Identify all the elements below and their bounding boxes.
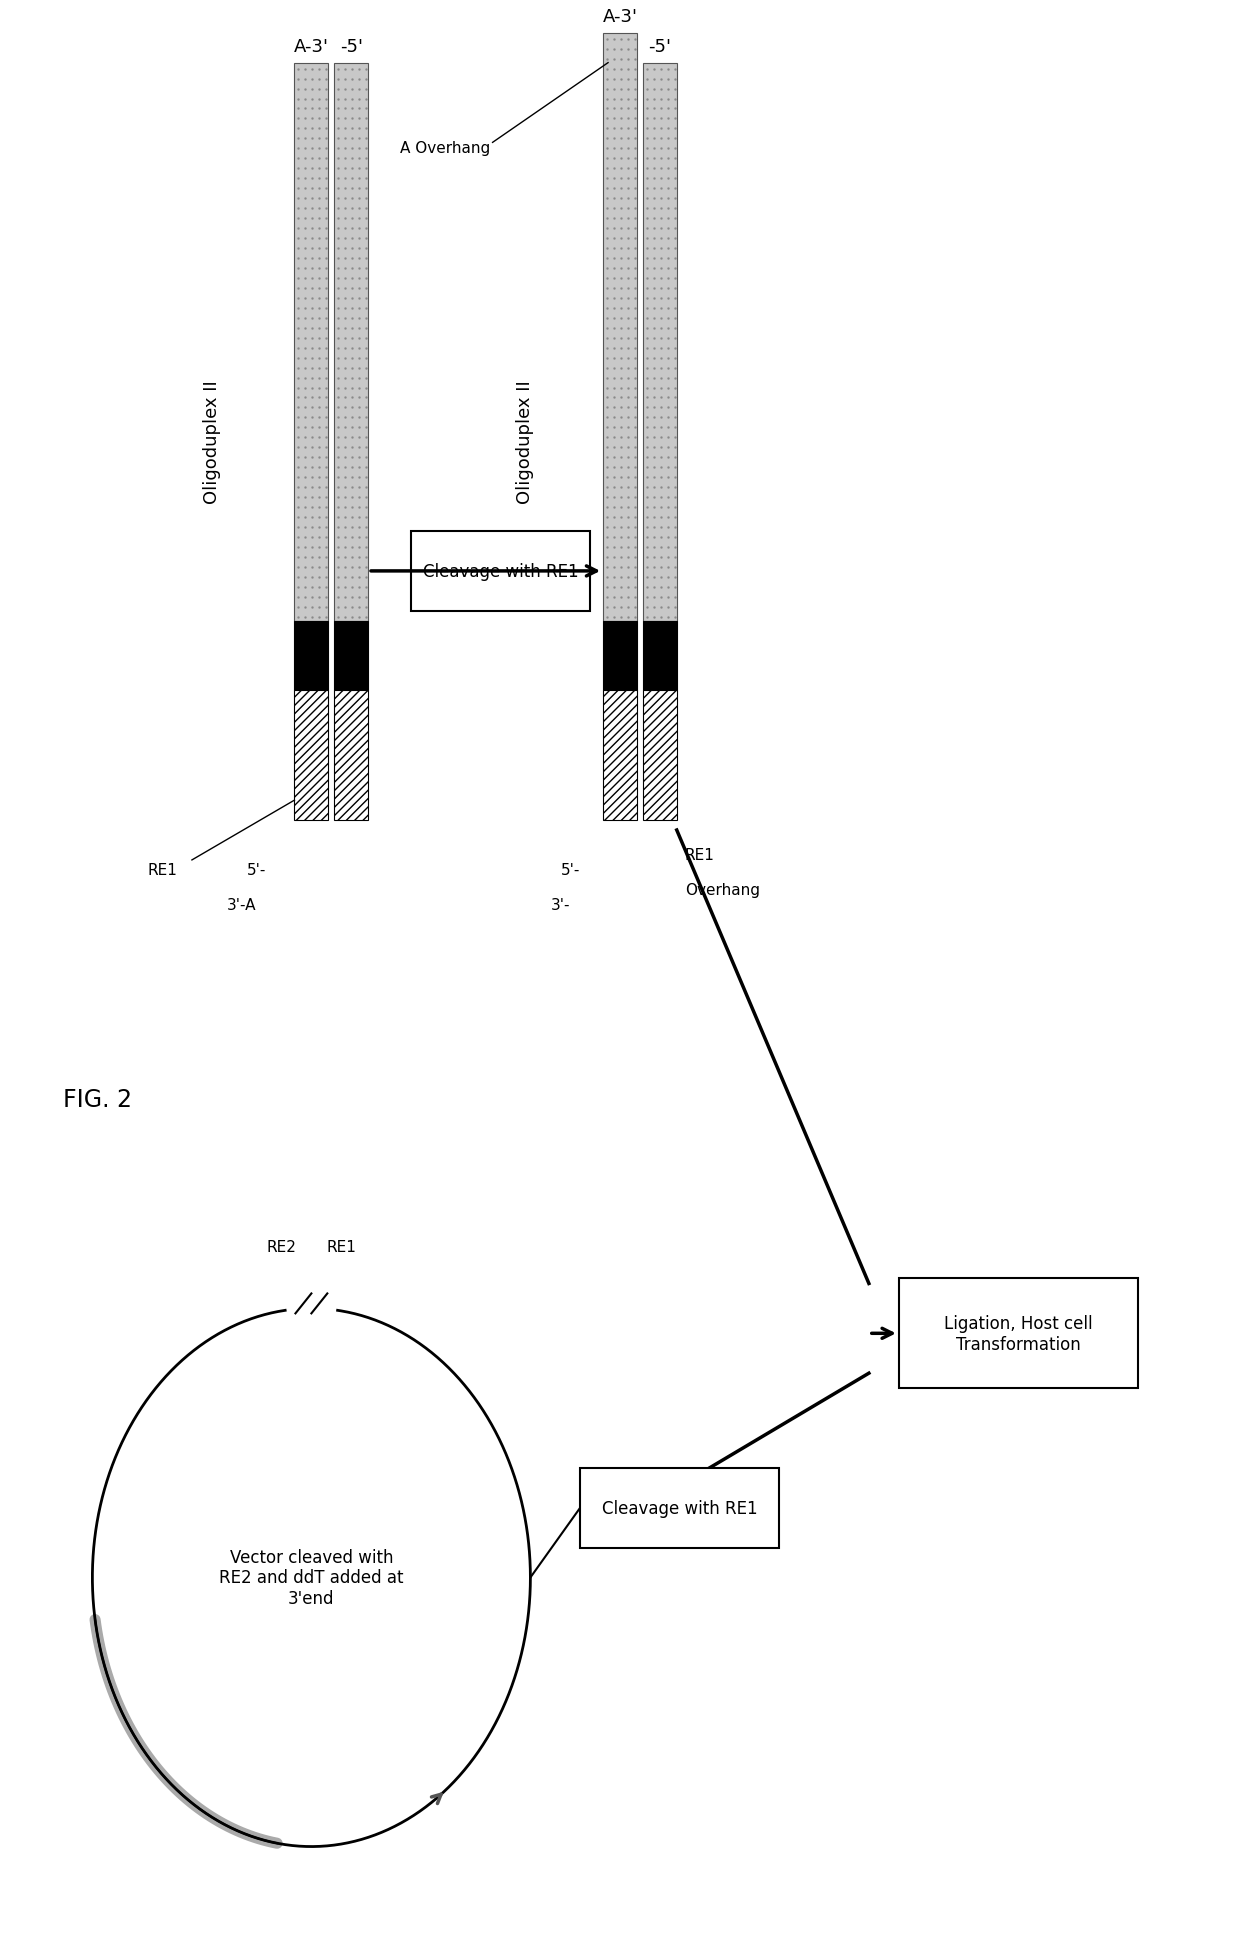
Text: 3'-: 3'- xyxy=(551,898,570,914)
Text: A-3': A-3' xyxy=(603,8,637,25)
Bar xyxy=(603,621,637,692)
Bar xyxy=(603,33,637,621)
Bar xyxy=(642,692,677,820)
Text: RE1: RE1 xyxy=(148,863,177,879)
Bar xyxy=(294,64,329,621)
Text: Ligation, Host cell
Transformation: Ligation, Host cell Transformation xyxy=(944,1315,1092,1354)
Bar xyxy=(294,692,329,820)
Text: Vector cleaved with
RE2 and ddT added at
3'end: Vector cleaved with RE2 and ddT added at… xyxy=(219,1549,404,1607)
Text: RE2: RE2 xyxy=(267,1239,296,1255)
Bar xyxy=(410,532,590,612)
Text: -5': -5' xyxy=(340,37,363,56)
Text: Cleavage with RE1: Cleavage with RE1 xyxy=(601,1498,758,1517)
Text: Overhang: Overhang xyxy=(684,882,760,898)
Text: A Overhang: A Overhang xyxy=(401,140,491,156)
Text: RE1: RE1 xyxy=(684,847,714,863)
Text: Cleavage with RE1: Cleavage with RE1 xyxy=(423,563,578,581)
Text: Oligoduplex II: Oligoduplex II xyxy=(203,380,221,505)
Text: 5'-: 5'- xyxy=(560,863,580,879)
Bar xyxy=(580,1469,779,1549)
Bar xyxy=(603,692,637,820)
Bar xyxy=(335,692,368,820)
Text: 5'-: 5'- xyxy=(247,863,267,879)
Bar xyxy=(642,621,677,692)
Text: Oligoduplex II: Oligoduplex II xyxy=(516,380,534,505)
Bar xyxy=(294,621,329,692)
Text: A-3': A-3' xyxy=(294,37,329,56)
Bar xyxy=(899,1278,1137,1389)
Bar xyxy=(642,64,677,621)
Text: 3'-A: 3'-A xyxy=(227,898,257,914)
Text: RE1: RE1 xyxy=(326,1239,356,1255)
Text: -5': -5' xyxy=(649,37,671,56)
Bar xyxy=(335,621,368,692)
Text: FIG. 2: FIG. 2 xyxy=(62,1087,131,1112)
Bar xyxy=(335,64,368,621)
